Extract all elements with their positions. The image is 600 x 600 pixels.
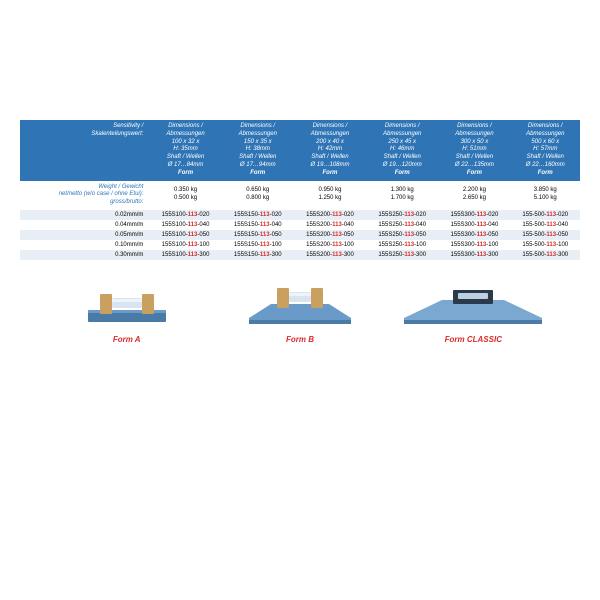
sensitivity-cell: 0.05mm/m	[20, 230, 149, 240]
weight-cell: 0.350 kg0.500 kg	[149, 181, 221, 210]
sku-cell: 155-500-113-300	[511, 250, 580, 260]
sku-row: 0.30mm/m155S100-113-300155S150-113-30015…	[20, 250, 580, 260]
dimension-column-header: Dimensions /Abmessungen300 x 50 xH: 51mm…	[438, 120, 510, 181]
sku-cell: 155S100-113-020	[149, 210, 221, 220]
form-a-illustration	[82, 284, 172, 331]
sku-cell: 155S100-113-040	[149, 220, 221, 230]
weight-cell: 3.850 kg5.100 kg	[511, 181, 580, 210]
dimension-column-header: Dimensions /Abmessungen150 x 35 xH: 38mm…	[222, 120, 294, 181]
sku-cell: 155S250-113-100	[366, 240, 438, 250]
specification-table: Sensitivity /Skalenteilungswert: Dimensi…	[20, 120, 580, 260]
sku-cell: 155S150-113-050	[222, 230, 294, 240]
sensitivity-cell: 0.04mm/m	[20, 220, 149, 230]
product-form-a: Form A	[40, 284, 213, 344]
product-images-row: Form A Form B	[20, 280, 580, 344]
product-label-a: Form A	[40, 335, 213, 344]
weight-row: Weight / Gewichtnet/netto (w/o case / oh…	[20, 181, 580, 210]
sku-cell: 155S250-113-040	[366, 220, 438, 230]
table-header-row: Sensitivity /Skalenteilungswert: Dimensi…	[20, 120, 580, 181]
content-wrapper: Sensitivity /Skalenteilungswert: Dimensi…	[0, 0, 600, 364]
weight-cell: 2.200 kg2.650 kg	[438, 181, 510, 210]
sku-cell: 155-500-113-040	[511, 220, 580, 230]
form-b-illustration	[245, 280, 355, 331]
sku-cell: 155S250-113-020	[366, 210, 438, 220]
product-label-classic: Form CLASSIC	[387, 335, 560, 344]
dimension-column-header: Dimensions /Abmessungen200 x 40 xH: 42mm…	[294, 120, 366, 181]
sku-cell: 155S200-113-040	[294, 220, 366, 230]
dimension-column-header: Dimensions /Abmessungen100 x 32 xH: 35mm…	[149, 120, 221, 181]
sku-cell: 155S250-113-050	[366, 230, 438, 240]
sku-cell: 155S150-113-300	[222, 250, 294, 260]
dimension-column-header: Dimensions /Abmessungen500 x 60 xH: 57mm…	[511, 120, 580, 181]
sku-cell: 155S200-113-050	[294, 230, 366, 240]
sku-cell: 155S300-113-100	[438, 240, 510, 250]
product-form-classic: Form CLASSIC	[387, 280, 560, 344]
sku-cell: 155-500-113-050	[511, 230, 580, 240]
sku-cell: 155S200-113-100	[294, 240, 366, 250]
sku-row: 0.04mm/m155S100-113-040155S150-113-04015…	[20, 220, 580, 230]
sku-cell: 155-500-113-020	[511, 210, 580, 220]
dimension-column-header: Dimensions /Abmessungen250 x 45 xH: 46mm…	[366, 120, 438, 181]
sku-cell: 155S250-113-300	[366, 250, 438, 260]
sku-cell: 155S300-113-020	[438, 210, 510, 220]
sku-row: 0.02mm/m155S100-113-020155S150-113-02015…	[20, 210, 580, 220]
sensitivity-cell: 0.30mm/m	[20, 250, 149, 260]
sku-cell: 155S300-113-300	[438, 250, 510, 260]
sku-cell: 155S150-113-100	[222, 240, 294, 250]
sku-cell: 155S150-113-040	[222, 220, 294, 230]
weight-label: Weight / Gewichtnet/netto (w/o case / oh…	[20, 181, 149, 210]
sku-row: 0.05mm/m155S100-113-050155S150-113-05015…	[20, 230, 580, 240]
sku-cell: 155S100-113-050	[149, 230, 221, 240]
sku-cell: 155S100-113-300	[149, 250, 221, 260]
sensitivity-cell: 0.02mm/m	[20, 210, 149, 220]
weight-cell: 0.950 kg1.250 kg	[294, 181, 366, 210]
sku-cell: 155S150-113-020	[222, 210, 294, 220]
sku-cell: 155-500-113-100	[511, 240, 580, 250]
sku-cell: 155S300-113-050	[438, 230, 510, 240]
sensitivity-header: Sensitivity /Skalenteilungswert:	[20, 120, 149, 181]
sku-cell: 155S200-113-020	[294, 210, 366, 220]
form-classic-illustration	[398, 280, 548, 331]
product-form-b: Form B	[213, 280, 386, 344]
sku-cell: 155S300-113-040	[438, 220, 510, 230]
weight-cell: 0.650 kg0.800 kg	[222, 181, 294, 210]
sku-cell: 155S100-113-100	[149, 240, 221, 250]
product-label-b: Form B	[213, 335, 386, 344]
weight-cell: 1.300 kg1.700 kg	[366, 181, 438, 210]
sensitivity-cell: 0.10mm/m	[20, 240, 149, 250]
sku-cell: 155S200-113-300	[294, 250, 366, 260]
sku-row: 0.10mm/m155S100-113-100155S150-113-10015…	[20, 240, 580, 250]
